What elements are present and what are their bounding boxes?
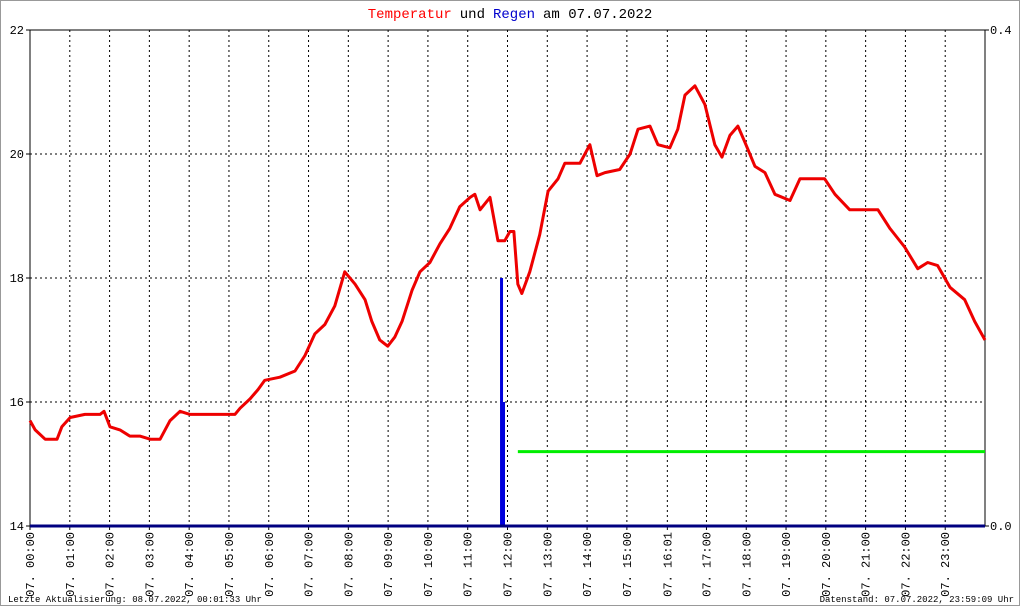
x-tick-label: 07. 22:00 bbox=[899, 532, 913, 597]
x-tick-label: 07. 11:00 bbox=[462, 532, 476, 597]
x-tick-label: 07. 05:00 bbox=[223, 532, 237, 597]
x-tick-label: 07. 06:00 bbox=[263, 532, 277, 597]
x-tick-label: 07. 04:00 bbox=[183, 532, 197, 597]
x-tick-label: 07. 19:00 bbox=[780, 532, 794, 597]
x-tick-label: 07. 18:00 bbox=[740, 532, 754, 597]
x-tick-label: 07. 16:01 bbox=[661, 532, 675, 597]
x-tick-label: 07. 15:00 bbox=[621, 532, 635, 597]
x-tick-label: 07. 09:00 bbox=[382, 532, 396, 597]
x-tick-label: 07. 17:00 bbox=[700, 532, 714, 597]
x-tick-label: 07. 12:00 bbox=[502, 532, 516, 597]
x-tick-label: 07. 20:00 bbox=[820, 532, 834, 597]
line bbox=[28, 84, 987, 441]
title-part: Temperatur bbox=[368, 7, 452, 23]
y2-tick-label: 0.0 bbox=[990, 520, 1012, 534]
y-tick-label: 18 bbox=[10, 272, 24, 286]
x-tick-label: 07. 03:00 bbox=[143, 532, 157, 597]
bar bbox=[500, 278, 504, 526]
y-tick-label: 22 bbox=[10, 24, 24, 38]
x-tick-label: 07. 23:00 bbox=[939, 532, 953, 597]
footer-left: Letzte Aktualisierung: 08.07.2022, 00:01… bbox=[8, 595, 262, 605]
bar bbox=[502, 402, 506, 526]
y-tick-label: 14 bbox=[10, 520, 24, 534]
y-tick-label: 16 bbox=[10, 396, 24, 410]
y2-tick-label: 0.4 bbox=[990, 24, 1012, 38]
chart-title: Temperatur und Regen am 07.07.2022 bbox=[368, 7, 652, 23]
footer-right: Datenstand: 07.07.2022, 23:59:09 Uhr bbox=[820, 595, 1014, 605]
x-tick-label: 07. 07:00 bbox=[303, 532, 317, 597]
title-part: und bbox=[460, 7, 485, 23]
x-tick-label: 07. 21:00 bbox=[860, 532, 874, 597]
title-part: Regen bbox=[493, 7, 535, 23]
x-tick-label: 07. 10:00 bbox=[422, 532, 436, 597]
title-part: am 07.07.2022 bbox=[543, 7, 652, 23]
x-tick-label: 07. 14:00 bbox=[581, 532, 595, 597]
x-tick-label: 07. 00:00 bbox=[24, 532, 38, 597]
x-tick-label: 07. 08:00 bbox=[342, 532, 356, 597]
x-tick-label: 07. 13:00 bbox=[541, 532, 555, 597]
y-tick-label: 20 bbox=[10, 148, 24, 162]
x-tick-label: 07. 02:00 bbox=[104, 532, 118, 597]
x-tick-label: 07. 01:00 bbox=[64, 532, 78, 597]
